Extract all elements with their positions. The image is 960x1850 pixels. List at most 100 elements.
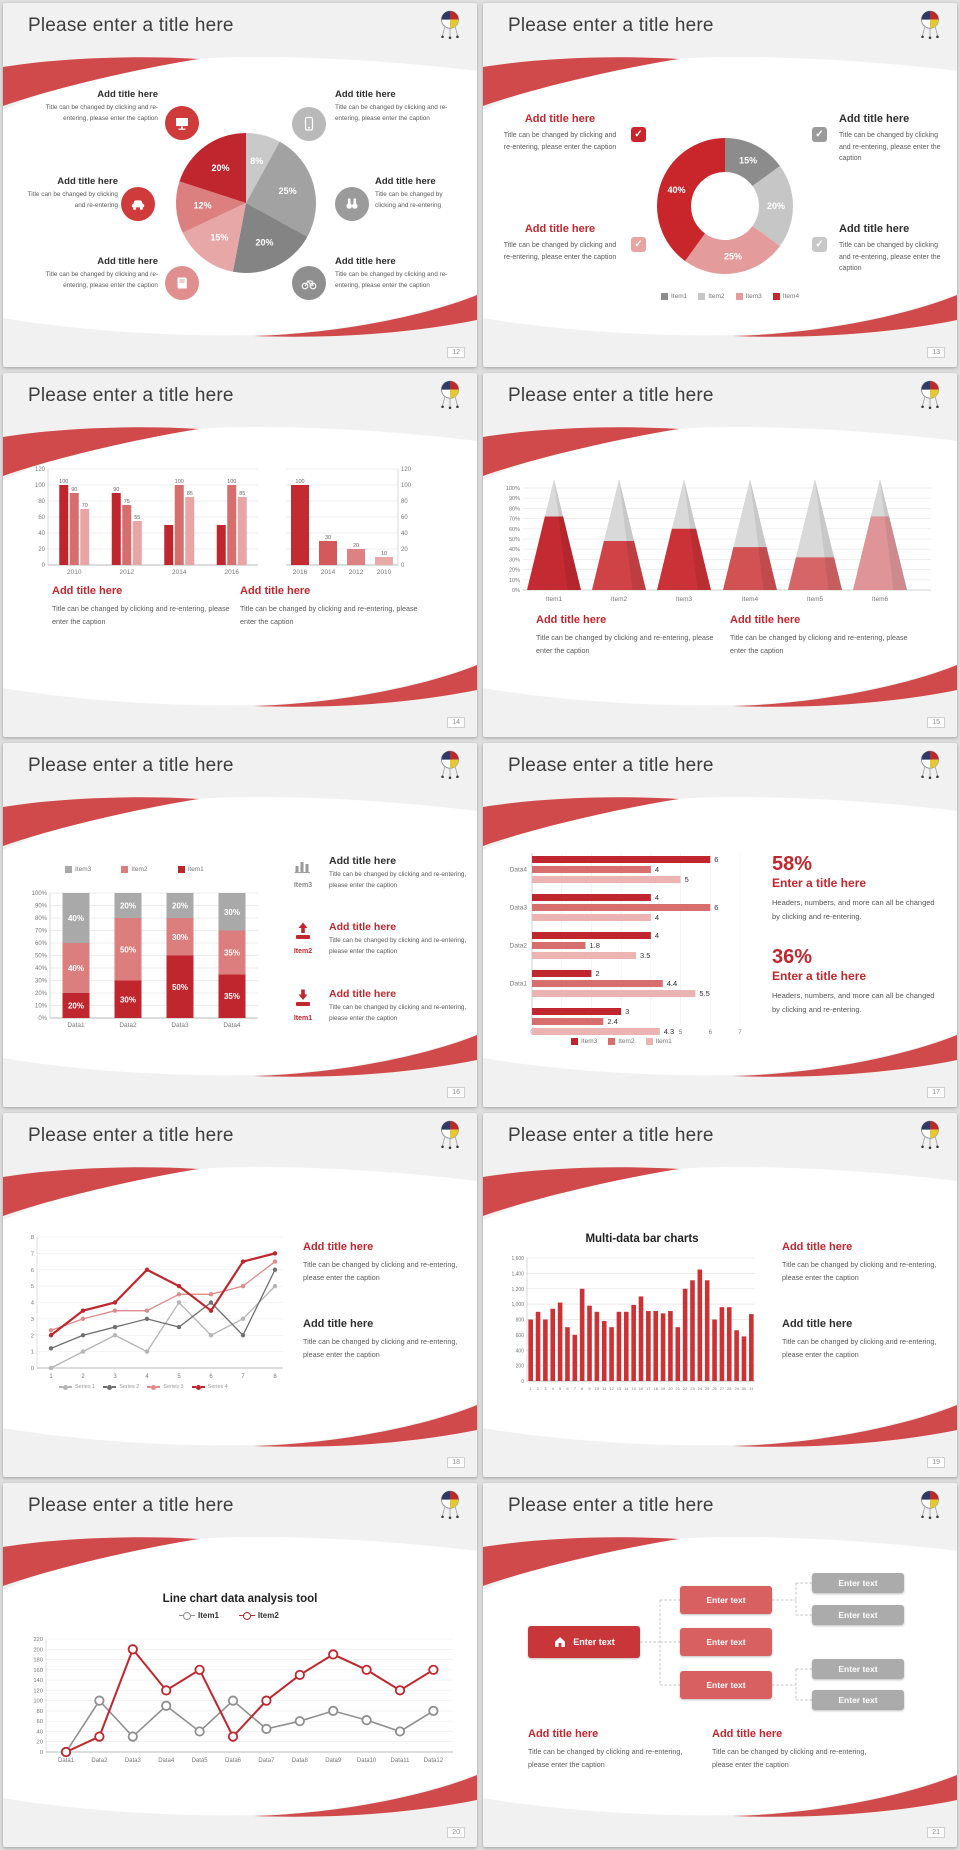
- slide-title: Please enter a title here: [508, 1495, 714, 1516]
- checkbox-checked-lightgray-icon[interactable]: ✓: [812, 237, 827, 252]
- stat-percent: 36%: [772, 946, 813, 968]
- callout-caption: Title can be changed by clicking and re-…: [329, 1004, 467, 1022]
- legend-item: Series 2: [103, 1384, 139, 1390]
- checkbox-checked-gray-icon[interactable]: ✓: [812, 127, 827, 142]
- branch-node-2[interactable]: Enter text: [680, 1628, 772, 1656]
- callout-title: Add title here: [97, 89, 158, 100]
- info-text: Add title here Title can be changed by c…: [329, 921, 477, 957]
- slide-title: Please enter a title here: [508, 15, 714, 36]
- callout-top-left: Add title here Title can be changed by c…: [33, 89, 158, 124]
- slide-14-bar-charts[interactable]: Please enter a title here 0 20 40 60 80 100 12…: [3, 373, 477, 737]
- slide-12-pie-infographic[interactable]: Please enter a title here 8% 25% 20% 15% 12%…: [3, 3, 477, 367]
- callout-bottom-left: Add title here Title can be changed by c…: [33, 256, 158, 291]
- slide-15-cone-chart[interactable]: Please enter a title here 0% 10% 20% 30% 40%…: [483, 373, 957, 737]
- slide-13-donut-chart[interactable]: Please enter a title here 15% 20% 25% 40% A…: [483, 3, 957, 367]
- checkbox-checked-red-icon[interactable]: ✓: [631, 127, 646, 142]
- slide-20-line-analysis-chart[interactable]: Please enter a title here Line chart dat…: [3, 1483, 477, 1847]
- callout-title: Add title here: [712, 1728, 783, 1740]
- callout-title: Add title here: [335, 89, 396, 100]
- legend-item: Item2: [238, 1611, 279, 1620]
- school-logo-icon: [921, 750, 939, 780]
- checkbox-checked-pink-icon[interactable]: ✓: [631, 237, 646, 252]
- callout-left: Add title here Title can be changed by c…: [536, 614, 721, 658]
- callout-title: Add title here: [57, 176, 118, 187]
- chart-title: Multi-data bar charts: [585, 1233, 699, 1245]
- callout-caption: Title can be changed by clicking and re-…: [536, 633, 714, 656]
- callout-caption: Title can be changed by clicking and re-…: [782, 1260, 937, 1283]
- callout-title: Add title here: [303, 1318, 374, 1330]
- callout-left: Add title here Title can be changed by c…: [528, 1728, 703, 1772]
- legend-item: Item1: [177, 866, 204, 873]
- page-number: 20: [447, 1827, 465, 1838]
- legend-item: Series 1: [59, 1384, 95, 1390]
- leaf-node-1[interactable]: Enter text: [812, 1573, 904, 1593]
- callout-title: Add title here: [329, 855, 397, 867]
- callout-title: Add title here: [528, 1728, 599, 1740]
- school-logo-icon: [921, 1120, 939, 1150]
- page-number: 17: [927, 1087, 945, 1098]
- slide-title: Please enter a title here: [28, 1125, 234, 1146]
- callout-left-2: Add title here Title can be changed by c…: [501, 223, 619, 263]
- stat-percent: 58%: [772, 853, 813, 875]
- callout-title: Add title here: [329, 921, 397, 933]
- slide-21-flow-diagram[interactable]: Please enter a title here Enter text Ent…: [483, 1483, 957, 1847]
- branch-node-3[interactable]: Enter text: [680, 1671, 772, 1699]
- slide-17-horizontal-bar-chart[interactable]: Please enter a title here 0 1 2 3 4 5 6 7 6 4 5 Dat…: [483, 743, 957, 1107]
- callout-caption: Title can be changed by clicking and re-…: [52, 604, 230, 627]
- leaf-node-4[interactable]: Enter text: [812, 1690, 904, 1710]
- school-logo-icon: [441, 380, 459, 410]
- legend-item: Item3: [735, 293, 762, 300]
- callout-title: Add title here: [240, 585, 311, 597]
- school-logo-icon: [921, 10, 939, 40]
- callout-caption: Title can be changed by clicking and re-…: [329, 937, 467, 955]
- info-text: Add title here Title can be changed by c…: [329, 988, 477, 1024]
- slide-decor: [3, 1167, 477, 1447]
- legend-item: Item3: [65, 866, 91, 873]
- bar-chart-icon: Item3: [286, 855, 320, 891]
- callout-title: Add title here: [782, 1318, 853, 1330]
- upload-arrow-icon: Item2: [286, 921, 320, 957]
- slide-16-stacked-bar-chart[interactable]: Please enter a title here Item3 Item2 It…: [3, 743, 477, 1107]
- chart-legend: Item3 Item2 Item1: [571, 1038, 683, 1045]
- callout-caption: Title can be changed by clicking and re-…: [528, 1747, 683, 1770]
- chart-legend: Item1 Item2 Item3 Item4: [661, 293, 810, 300]
- branch-node-1[interactable]: Enter text: [680, 1586, 772, 1614]
- info-row-item2: Item2 Add title here Title can be change…: [286, 921, 477, 957]
- slide-decor: [483, 57, 957, 337]
- callout-caption: Title can be changed by clicking and re-…: [375, 191, 443, 209]
- slide-title: Please enter a title here: [508, 1125, 714, 1146]
- callout-title: Add title here: [524, 113, 596, 125]
- slide-19-multidata-bar-chart[interactable]: Please enter a title here Multi-data bar…: [483, 1113, 957, 1477]
- callout-caption: Title can be changed by clicking and re-…: [730, 633, 908, 656]
- school-logo-icon: [441, 750, 459, 780]
- page-number: 19: [927, 1457, 945, 1468]
- info-row-item3: Item3 Add title here Title can be change…: [286, 855, 477, 891]
- car-icon: [121, 187, 155, 221]
- leaf-node-3[interactable]: Enter text: [812, 1659, 904, 1679]
- callout-caption: Title can be changed by clicking and re-…: [839, 132, 941, 163]
- page-number: 21: [927, 1827, 945, 1838]
- callout-caption: Title can be changed by clicking and re-…: [839, 242, 941, 273]
- chart-title: Line chart data analysis tool: [162, 1593, 318, 1605]
- slide-decor: [483, 797, 957, 1077]
- callout-bottom: Add title here Title can be changed by c…: [303, 1318, 463, 1362]
- school-logo-icon: [441, 1490, 459, 1520]
- callout-caption: Title can be changed by clicking and re-…: [329, 871, 467, 889]
- callout-title: Add title here: [97, 256, 158, 267]
- root-node[interactable]: Enter text: [528, 1626, 640, 1658]
- slide-decor: [483, 427, 957, 707]
- callout-caption: Title can be changed by clicking and re-…: [45, 271, 158, 289]
- stat-block-2: 36% Enter a title here Headers, numbers,…: [772, 946, 942, 1017]
- callout-bottom: Add title here Title can be changed by c…: [782, 1318, 947, 1362]
- slide-decor: [483, 1167, 957, 1447]
- binoculars-icon: [335, 187, 369, 221]
- page-number: 18: [447, 1457, 465, 1468]
- slide-title: Please enter a title here: [28, 1495, 234, 1516]
- info-text: Add title here Title can be changed by c…: [329, 855, 477, 891]
- callout-mid-right: Add title here Title can be changed by c…: [375, 176, 463, 211]
- callout-caption: Title can be changed by clicking and re-…: [45, 104, 158, 122]
- home-icon: [555, 1637, 566, 1647]
- callout-caption: Title can be changed by clicking and re-…: [712, 1747, 867, 1770]
- leaf-node-2[interactable]: Enter text: [812, 1605, 904, 1625]
